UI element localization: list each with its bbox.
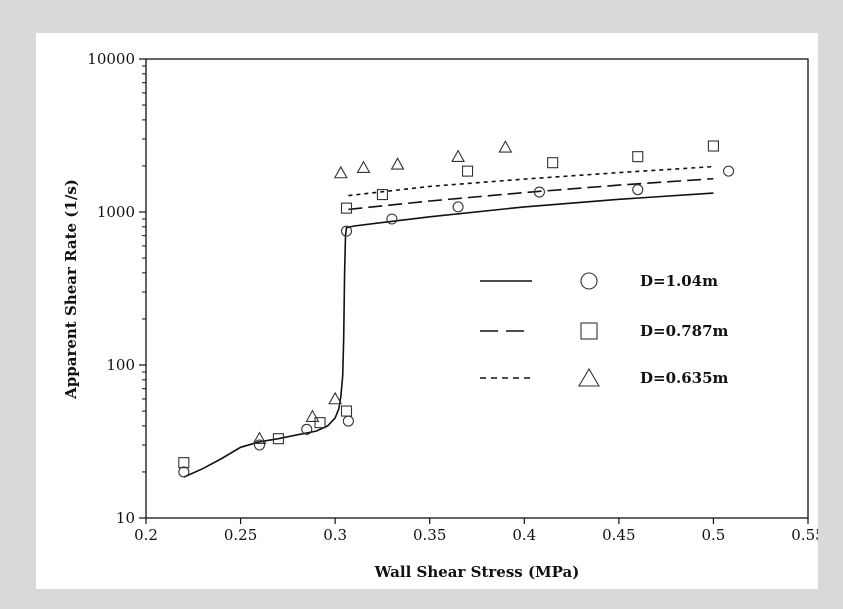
x-tick-label: 0.55	[791, 526, 818, 544]
data-point	[452, 201, 464, 213]
x-axis-title: Wall Shear Stress (MPa)	[374, 563, 580, 581]
data-point	[533, 186, 545, 198]
legend-label: D=1.04m	[640, 272, 718, 290]
y-tick-label: 1000	[97, 203, 135, 221]
x-tick-label: 0.35	[413, 526, 446, 544]
data-point	[342, 415, 354, 427]
data-point	[253, 439, 266, 451]
x-tick-label: 0.4	[512, 526, 536, 544]
x-tick-label: 0.3	[323, 526, 347, 544]
series-line	[348, 177, 714, 211]
x-tick-label: 0.25	[224, 526, 257, 544]
data-point	[356, 160, 371, 173]
data-point	[376, 189, 388, 201]
y-axis-title: Apparent Shear Rate (1/s)	[62, 179, 80, 400]
data-point	[340, 225, 353, 237]
data-point	[707, 140, 719, 152]
data-point	[333, 165, 348, 179]
legend: D=1.04m D=0.787m D=0.635m	[480, 272, 729, 387]
plot-area-border	[145, 58, 809, 519]
data-point	[386, 213, 398, 225]
data-point	[451, 149, 466, 163]
x-tick-label: 0.2	[134, 526, 158, 544]
data-point	[301, 423, 313, 435]
data-point	[547, 157, 559, 169]
legend-marker	[580, 322, 598, 340]
series-curves	[183, 165, 714, 478]
legend-label: D=0.635m	[640, 369, 729, 387]
series-line	[183, 192, 714, 478]
legend-marker	[578, 367, 600, 387]
data-point	[178, 457, 190, 469]
data-point	[314, 417, 326, 429]
data-point	[328, 391, 343, 405]
data-point	[390, 157, 405, 170]
axis-ticks: 0.2 0.25 0.3 0.35 0.4 0.45 0.5 0.55 10 100 1000 100…	[87, 50, 818, 544]
data-point	[461, 165, 474, 177]
legend-label: D=0.787m	[640, 322, 729, 340]
legend-marker	[580, 272, 598, 290]
data-point	[723, 165, 735, 177]
y-tick-label: 10	[116, 509, 135, 527]
data-point	[340, 202, 353, 214]
x-tick-label: 0.5	[701, 526, 725, 544]
y-tick-label: 10000	[87, 50, 135, 68]
data-point	[340, 405, 353, 417]
chart-svg: 0.2 0.25 0.3 0.35 0.4 0.45 0.5 0.55 10 100 1000 100…	[62, 50, 818, 581]
data-point	[632, 151, 644, 163]
chart-panel: 0.2 0.25 0.3 0.35 0.4 0.45 0.5 0.55 10 100 1000 100…	[36, 33, 818, 589]
x-tick-label: 0.45	[602, 526, 635, 544]
data-point	[305, 409, 320, 422]
data-point	[272, 433, 284, 445]
data-point	[632, 184, 644, 196]
data-point	[178, 466, 190, 478]
series-markers	[178, 140, 735, 478]
data-point	[498, 140, 513, 153]
data-point	[252, 431, 267, 445]
series-line	[348, 165, 714, 197]
y-tick-label: 100	[106, 356, 135, 374]
